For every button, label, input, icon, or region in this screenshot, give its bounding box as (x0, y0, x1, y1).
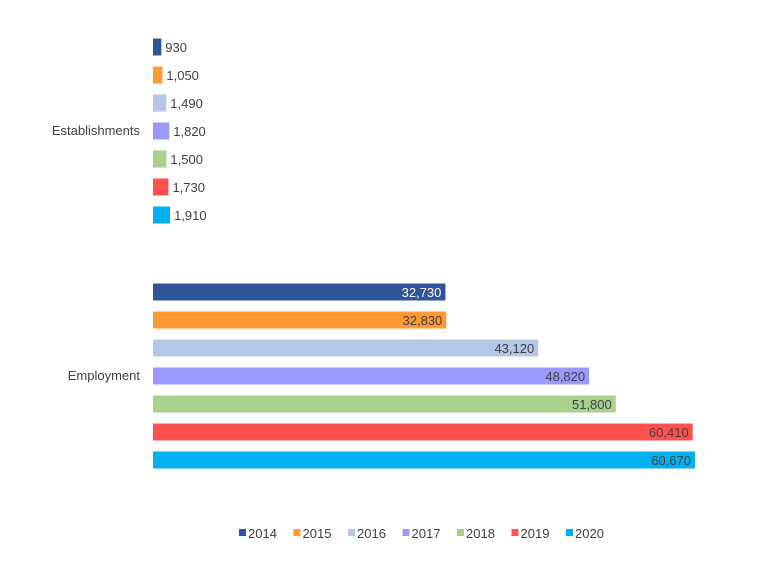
bar-2018-establishments (153, 150, 167, 168)
legend-label-2019: 2019 (521, 526, 550, 541)
bar-2016-establishments (153, 94, 167, 112)
legend-swatch-2019 (511, 529, 519, 536)
bar-2016-employment (153, 339, 539, 357)
bar-2015-establishments (153, 66, 163, 84)
legend-swatch-2017 (402, 529, 410, 536)
data-label: 1,820 (173, 124, 206, 139)
legend-swatch-2014 (239, 529, 246, 536)
legend-label-2014: 2014 (248, 526, 277, 541)
legend-swatch-2018 (457, 529, 464, 536)
bar-2019-employment (153, 423, 693, 441)
legend-swatch-2016 (348, 529, 355, 536)
legend-swatch-2020 (566, 529, 573, 536)
legend-label-2017: 2017 (412, 526, 441, 541)
bar-2017-establishments (153, 122, 170, 140)
data-label: 1,730 (172, 180, 205, 195)
data-label: 43,120 (494, 341, 534, 356)
legend-swatch-2015 (293, 529, 301, 536)
data-label: 51,800 (572, 397, 612, 412)
bar-2020-establishments (153, 206, 171, 224)
data-label: 930 (165, 40, 187, 55)
bar-2017-employment (153, 367, 590, 385)
data-label: 1,490 (170, 96, 203, 111)
legend-label-2016: 2016 (357, 526, 386, 541)
category-label: Establishments (52, 123, 141, 138)
legend-label-2015: 2015 (303, 526, 332, 541)
legend-label-2020: 2020 (575, 526, 604, 541)
bar-2014-establishments (153, 38, 162, 56)
data-label: 1,050 (166, 68, 199, 83)
bar-2014-employment (153, 283, 446, 301)
data-label: 32,830 (403, 313, 443, 328)
bar-2019-establishments (153, 178, 169, 196)
bar-2015-employment (153, 311, 447, 329)
bar-2018-employment (153, 395, 616, 413)
data-label: 48,820 (545, 369, 585, 384)
bar-2020-employment (153, 451, 695, 469)
data-label: 60,670 (651, 453, 691, 468)
data-label: 1,500 (170, 152, 203, 167)
data-label: 32,730 (402, 285, 442, 300)
data-label: 60,410 (649, 425, 689, 440)
data-label: 1,910 (174, 208, 207, 223)
category-label: Employment (68, 368, 141, 383)
legend-label-2018: 2018 (466, 526, 495, 541)
